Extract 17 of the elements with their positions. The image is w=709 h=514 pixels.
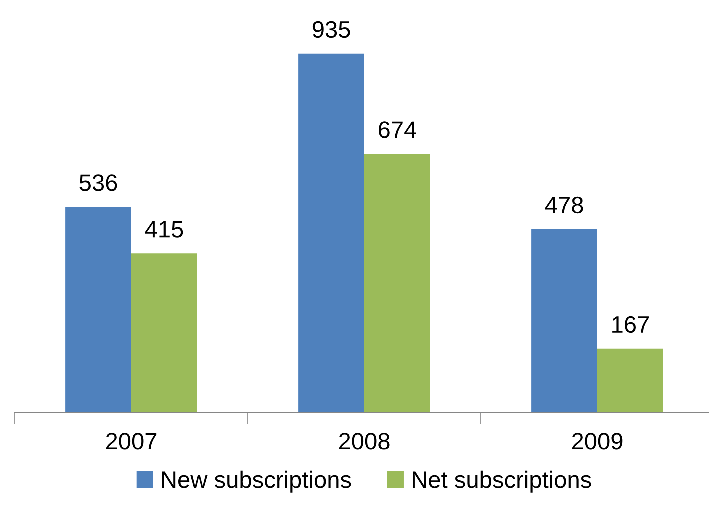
bar — [532, 229, 598, 413]
bar — [298, 54, 364, 413]
bar — [364, 154, 430, 413]
data-label: 536 — [80, 174, 118, 192]
data-label: 415 — [145, 221, 184, 238]
legend-label: New subscriptions — [162, 470, 352, 493]
bar — [66, 207, 132, 413]
data-label: 674 — [378, 122, 416, 138]
bar — [598, 348, 664, 413]
data-label: 935 — [312, 21, 350, 38]
x-tick-label: 2009 — [572, 433, 623, 450]
x-tick-label: 2008 — [339, 433, 390, 450]
data-label: 167 — [612, 316, 649, 334]
legend-label: Net subscriptions — [413, 470, 592, 493]
x-tick-label: 2007 — [106, 433, 157, 450]
bar — [132, 254, 198, 413]
data-label: 478 — [545, 196, 584, 214]
